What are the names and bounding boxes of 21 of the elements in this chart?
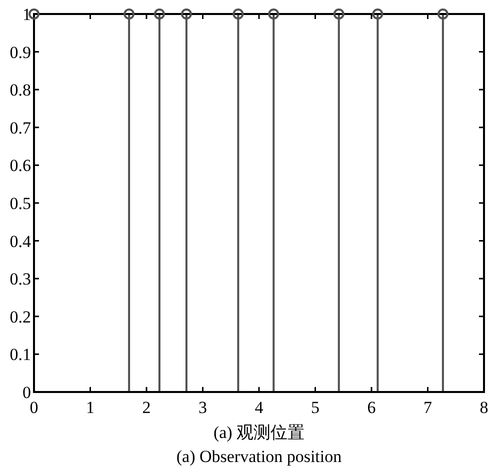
x-tick-label: 5: [311, 398, 320, 417]
y-tick-label: 0.4: [10, 232, 32, 251]
y-tick-label: 0: [22, 383, 31, 402]
y-tick-label: 1: [22, 5, 31, 24]
y-tick-label: 0.3: [10, 270, 31, 289]
x-tick-label: 8: [480, 398, 488, 417]
y-tick-label: 0.2: [10, 307, 31, 326]
y-tick-label: 0.1: [10, 345, 31, 364]
y-tick-label: 0.6: [10, 156, 31, 176]
text: (a) Observation position: [176, 447, 342, 466]
x-tick-label: 2: [142, 398, 151, 417]
y-tick-label: 0.9: [10, 42, 31, 62]
y-tick-label: 0.5: [10, 194, 31, 213]
x-tick-label: 1: [86, 398, 94, 417]
x-tick-label: 6: [367, 398, 376, 417]
x-tick-label: 7: [424, 398, 432, 417]
x-tick-label: 4: [254, 398, 264, 417]
y-tick-label: 0.7: [10, 118, 32, 138]
y-tick-label: 0.8: [10, 80, 31, 100]
x-axis-title: (a) 观测位置: [213, 423, 305, 442]
x-tick-label: 3: [198, 398, 207, 417]
